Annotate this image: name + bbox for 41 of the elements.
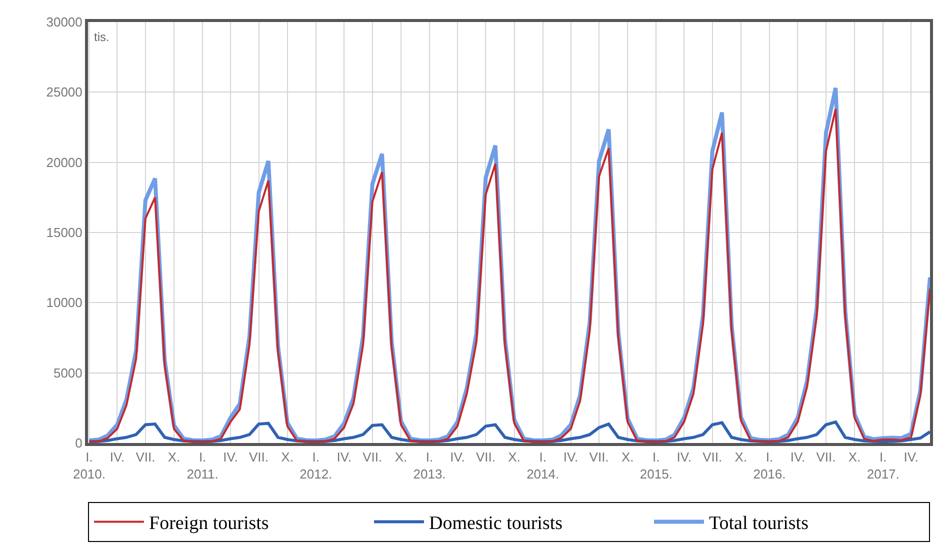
x-tick-label: IV. xyxy=(790,450,806,465)
x-tick-label: I. 2013. xyxy=(413,450,446,482)
x-tick-label: VII. xyxy=(476,450,496,465)
y-tick-label: 10000 xyxy=(46,295,82,310)
y-tick-label: 15000 xyxy=(46,225,82,240)
x-tick-label: I. 2016. xyxy=(753,450,786,482)
x-tick-label: I. 2011. xyxy=(186,450,218,482)
x-tick-label: IV. xyxy=(450,450,465,465)
y-tick-label: 25000 xyxy=(46,84,82,100)
x-tick-label: VII. xyxy=(362,450,382,465)
x-tick-label: X. xyxy=(168,450,180,465)
x-tick-label: IV. xyxy=(904,450,918,465)
x-tick-label: VII. xyxy=(816,450,836,465)
x-tick-label: IV. xyxy=(223,450,238,465)
x-tick-label: I. 2012. xyxy=(300,450,332,482)
x-tick-label: VII. xyxy=(136,450,156,465)
x-tick-label: X. xyxy=(281,450,294,465)
x-tick-label: IV. xyxy=(676,450,692,465)
y-tick-label: 0 xyxy=(75,436,82,451)
annotation: tis. xyxy=(94,30,110,44)
x-tick-label: I. 2010. xyxy=(72,450,106,482)
x-tick-label: IV. xyxy=(110,450,125,465)
x-tick-label: VII. xyxy=(589,450,609,465)
legend-label: Total tourists xyxy=(709,513,808,534)
legend-label: Domestic tourists xyxy=(429,513,563,534)
x-tick-label: I. 2015. xyxy=(640,450,672,482)
x-tick-label: VII. xyxy=(249,450,269,465)
y-tick-label: 30000 xyxy=(46,14,82,30)
x-tick-label: X. xyxy=(848,450,861,465)
x-tick-label: I. 2014. xyxy=(526,450,560,482)
legend-label: Foreign tourists xyxy=(149,513,269,534)
x-tick-label: IV. xyxy=(336,450,352,465)
x-tick-label: X. xyxy=(621,450,634,465)
x-tick-label: VII. xyxy=(702,450,722,465)
x-tick-label: IV. xyxy=(563,450,578,465)
x-tick-label: X. xyxy=(734,450,748,465)
x-tick-label: X. xyxy=(394,450,408,465)
x-tick-label: I. 2017. xyxy=(866,450,900,482)
x-tick-label: X. xyxy=(508,450,520,465)
y-tick-label: 5000 xyxy=(53,365,82,380)
y-tick-label: 20000 xyxy=(46,154,82,170)
